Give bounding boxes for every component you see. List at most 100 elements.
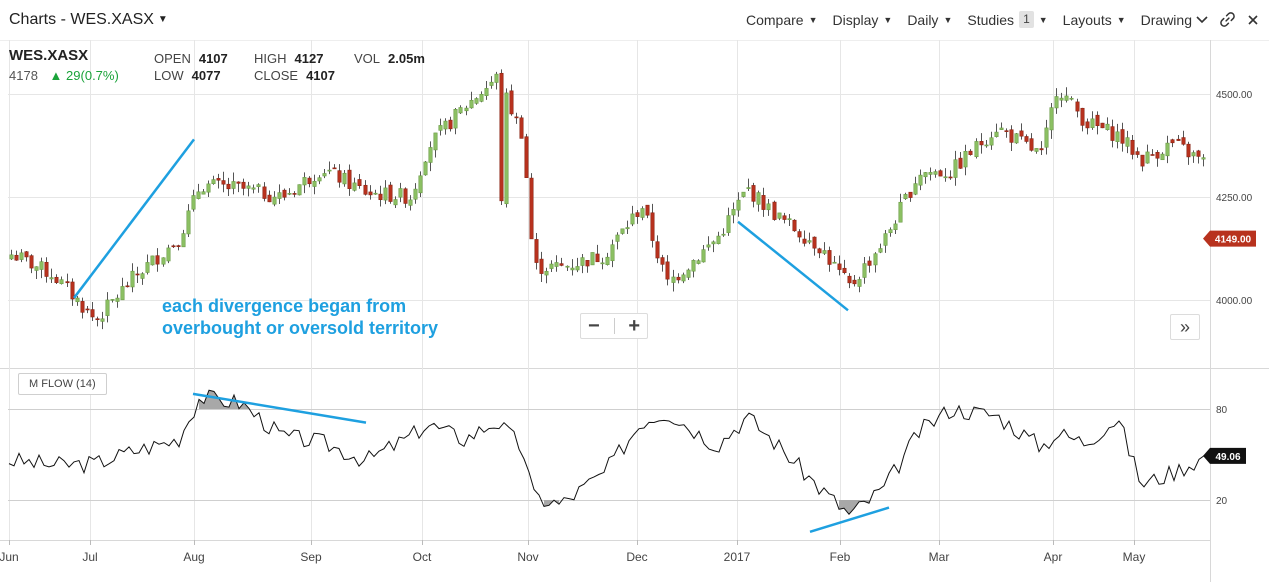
candle-up: [297, 184, 302, 196]
scroll-to-end-button[interactable]: »: [1170, 314, 1200, 340]
candle-up: [1064, 95, 1069, 101]
candle-down: [665, 261, 670, 280]
candle-up: [393, 199, 398, 206]
candle-up: [494, 73, 499, 83]
candle-up: [857, 279, 862, 287]
candle-up: [999, 127, 1004, 130]
candle-up: [721, 233, 726, 236]
candle-up: [1125, 137, 1130, 147]
candle-down: [595, 253, 600, 263]
candle-down: [847, 275, 852, 284]
low-label: LOW: [154, 68, 184, 83]
candle-up: [918, 174, 923, 186]
candle-up: [464, 107, 469, 112]
candle-down: [772, 201, 777, 220]
chart-title-dropdown[interactable]: Charts - WES.XASX ▼: [9, 11, 168, 29]
candle-down: [24, 251, 29, 258]
candle-down: [1196, 150, 1201, 157]
candle-up: [696, 260, 701, 264]
candle-up: [1049, 107, 1054, 131]
compare-menu[interactable]: Compare ▼: [746, 12, 818, 28]
mflow-extreme-zone: [199, 390, 249, 409]
divergence-trendline: [73, 138, 195, 299]
drawing-menu[interactable]: Drawing: [1141, 12, 1208, 28]
studies-label: Studies: [967, 11, 1015, 28]
candle-up: [1090, 118, 1095, 128]
candle-up: [1145, 151, 1150, 164]
close-value: 4107: [306, 68, 335, 83]
candle-down: [529, 177, 534, 240]
plus-icon: +: [628, 315, 641, 337]
link-button[interactable]: [1220, 12, 1235, 27]
candle-down: [221, 180, 226, 185]
candle-up: [716, 235, 721, 245]
mflow-line: [8, 389, 1205, 515]
layouts-menu[interactable]: Layouts ▼: [1063, 12, 1126, 28]
candle-down: [817, 248, 822, 254]
candle-up: [408, 199, 413, 206]
candle-up: [640, 208, 645, 218]
close-button[interactable]: [1247, 14, 1259, 26]
x-tick-label: Jun: [0, 550, 19, 564]
candle-up: [807, 240, 812, 243]
vol-field: VOL 2.05m: [354, 51, 425, 66]
candle-up: [100, 318, 105, 322]
candle-down: [226, 183, 231, 190]
candle-up: [211, 179, 216, 184]
candle-up: [832, 261, 837, 264]
candle-down: [95, 318, 100, 321]
candle-down: [448, 119, 453, 130]
candle-up: [706, 244, 711, 248]
zoom-in-button[interactable]: +: [628, 316, 640, 336]
candle-down: [751, 185, 756, 202]
display-menu[interactable]: Display ▼: [832, 12, 892, 28]
candle-up: [994, 131, 999, 137]
up-arrow-icon: ▲: [49, 68, 63, 83]
candle-down: [216, 178, 221, 181]
candle-up: [110, 299, 115, 301]
candle-up: [756, 192, 761, 205]
candle-up: [544, 270, 549, 276]
candle-up: [1115, 131, 1120, 142]
candle-up: [898, 201, 903, 223]
chart-canvas[interactable]: Jun Jul Aug Sep Oct Nov Dec 2017 Feb Mar Apr May 45…: [0, 40, 1269, 582]
x-axis: Jun Jul Aug Sep Oct Nov Dec 2017 Feb Mar Apr May: [0, 540, 1145, 564]
studies-menu[interactable]: Studies 1 ▼: [967, 11, 1048, 28]
divergence-trendline: [737, 220, 849, 312]
drawing-label: Drawing: [1140, 11, 1192, 28]
x-tick-label: Mar: [929, 550, 950, 564]
candle-up: [196, 191, 201, 199]
candle-down: [388, 184, 393, 202]
candle-up: [570, 267, 575, 271]
candle-down: [1039, 148, 1044, 151]
candle-up: [691, 260, 696, 272]
candle-up: [878, 248, 883, 253]
candle-down: [1085, 121, 1090, 129]
candle-up: [1191, 152, 1196, 157]
candle-up: [923, 172, 928, 178]
candle-up: [479, 93, 484, 102]
last-price-row: 4178 ▲ 29(0.7%): [9, 68, 119, 83]
mflow-study-label[interactable]: M FLOW (14): [18, 373, 107, 395]
candle-down: [645, 204, 650, 216]
candle-down: [1019, 130, 1024, 137]
candle-up: [469, 99, 474, 109]
layouts-label: Layouts: [1062, 11, 1112, 28]
candle-down: [1120, 129, 1125, 144]
candle-up: [590, 252, 595, 266]
candle-up: [105, 299, 110, 316]
interval-menu[interactable]: Daily ▼: [907, 12, 952, 28]
candle-down: [1075, 101, 1080, 112]
candle-down: [241, 181, 246, 189]
candle-up: [181, 233, 186, 248]
mflow-axis: 80 20: [1216, 405, 1228, 507]
candle-up: [352, 182, 357, 191]
candle-up: [893, 223, 898, 231]
current-mflow-label: 49.06: [1215, 452, 1240, 463]
candle-up: [873, 253, 878, 266]
candle-down: [357, 179, 362, 186]
zoom-out-button[interactable]: −: [588, 316, 600, 336]
candle-up: [201, 191, 206, 195]
candle-down: [948, 176, 953, 179]
candle-up: [428, 147, 433, 163]
